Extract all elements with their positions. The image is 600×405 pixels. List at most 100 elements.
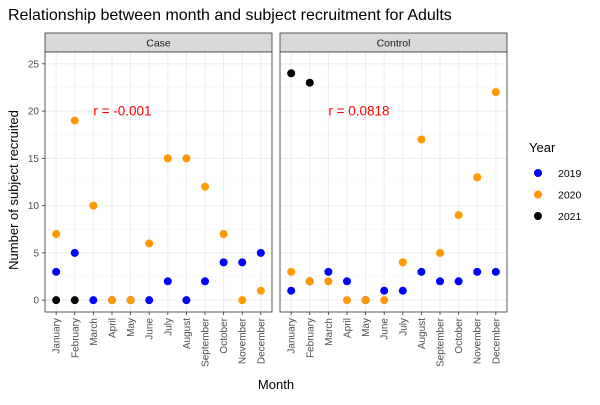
data-point-2019 <box>256 248 265 257</box>
x-tick-label: December <box>491 317 502 364</box>
data-point-2019 <box>182 296 191 305</box>
data-point-2020 <box>52 230 61 238</box>
legend-label-2019: 2019 <box>558 168 582 180</box>
x-tick-label: February <box>70 318 81 358</box>
data-point-2020 <box>89 201 98 210</box>
data-point-2020 <box>201 182 210 191</box>
legend-label-2021: 2021 <box>558 211 582 223</box>
data-point-2020 <box>219 230 228 238</box>
correlation-annotation: r = -0.001 <box>93 104 151 119</box>
x-tick-label: March <box>89 318 100 346</box>
legend-items: 2019 2020 2021 <box>534 168 582 223</box>
panel-strip-label: Control <box>377 38 411 50</box>
data-point-2020 <box>473 173 482 182</box>
x-tick-label: September <box>201 317 212 367</box>
data-point-2019 <box>219 258 228 267</box>
data-point-2020 <box>436 248 445 257</box>
panel-strip-label: Case <box>146 38 171 50</box>
data-point-2020 <box>417 135 426 144</box>
x-tick-label: April <box>342 318 353 338</box>
data-point-2020 <box>305 277 314 286</box>
data-point-2021 <box>287 69 296 78</box>
x-tick-label: October <box>219 317 230 353</box>
x-axis-label: Month <box>258 377 294 392</box>
x-tick-label: January <box>287 318 298 354</box>
y-tick-label: 0 <box>33 296 39 307</box>
x-tick-label: September <box>436 317 447 367</box>
x-tick-label: October <box>454 317 465 353</box>
y-tick-label: 5 <box>33 248 39 259</box>
y-tick-label: 15 <box>28 154 40 165</box>
data-point-2019 <box>342 277 351 286</box>
legend-key-2020 <box>534 190 542 199</box>
x-tick-label: August <box>417 318 428 349</box>
x-tick-label: December <box>256 317 267 364</box>
data-point-2019 <box>89 296 98 305</box>
data-point-2019 <box>398 286 407 295</box>
x-tick-label: June <box>380 318 391 340</box>
data-point-2021 <box>70 296 79 305</box>
data-point-2020 <box>163 154 172 163</box>
panel-control: Control January February March April May June J… <box>279 32 508 367</box>
data-point-2020 <box>107 296 116 305</box>
panels: Case 0 5 10 15 20 25 January February March April M… <box>28 32 508 367</box>
legend-key-2019 <box>534 169 542 177</box>
data-point-2020 <box>70 116 79 125</box>
x-tick-label: July <box>398 318 409 336</box>
y-tick-label: 10 <box>28 201 40 212</box>
data-point-2020 <box>361 296 370 305</box>
data-point-2019 <box>201 277 210 286</box>
data-point-2020 <box>287 267 296 276</box>
data-point-2019 <box>473 267 482 276</box>
data-point-2019 <box>454 277 463 286</box>
x-tick-label: July <box>163 318 174 336</box>
y-tick-label: 20 <box>28 107 40 118</box>
x-tick-label: May <box>361 318 372 337</box>
data-point-2020 <box>126 296 135 305</box>
panel-case: Case 0 5 10 15 20 25 January February March April M… <box>28 32 273 367</box>
data-point-2020 <box>342 296 351 305</box>
data-point-2019 <box>491 267 500 276</box>
data-point-2019 <box>238 258 247 267</box>
data-point-2021 <box>305 78 314 87</box>
data-point-2019 <box>380 286 389 295</box>
data-point-2020 <box>491 88 500 97</box>
x-tick-label: February <box>305 318 316 358</box>
correlation-annotation: r = 0.0818 <box>328 104 389 119</box>
y-tick-label: 25 <box>28 59 40 70</box>
data-point-2020 <box>398 258 407 267</box>
data-point-2019 <box>324 267 333 276</box>
data-point-2019 <box>52 267 61 276</box>
data-point-2019 <box>163 277 172 286</box>
data-point-2019 <box>287 286 296 295</box>
legend-key-2021 <box>534 212 542 220</box>
data-point-2019 <box>70 248 79 257</box>
legend-title: Year <box>529 140 556 155</box>
data-point-2021 <box>52 296 61 305</box>
data-point-2020 <box>145 239 154 248</box>
data-point-2020 <box>256 286 265 295</box>
legend-label-2020: 2020 <box>558 190 582 202</box>
panel-border <box>44 51 273 313</box>
x-tick-label: August <box>182 318 193 349</box>
panel-border <box>279 51 508 313</box>
data-point-2020 <box>238 296 247 305</box>
x-tick-label: November <box>473 317 484 364</box>
x-tick-label: January <box>52 318 63 354</box>
data-point-2019 <box>436 277 445 286</box>
data-point-2019 <box>417 267 426 276</box>
data-point-2020 <box>324 277 333 286</box>
x-tick-label: June <box>145 318 156 340</box>
chart-title: Relationship between month and subject r… <box>8 7 452 24</box>
data-point-2020 <box>454 211 463 220</box>
y-axis-label: Number of subject recruited <box>6 110 21 270</box>
x-tick-label: November <box>238 317 249 364</box>
data-point-2019 <box>145 296 154 305</box>
x-tick-label: April <box>107 318 118 338</box>
x-tick-label: May <box>126 318 137 337</box>
x-tick-label: March <box>324 318 335 346</box>
data-point-2020 <box>380 296 389 305</box>
data-point-2020 <box>182 154 191 163</box>
